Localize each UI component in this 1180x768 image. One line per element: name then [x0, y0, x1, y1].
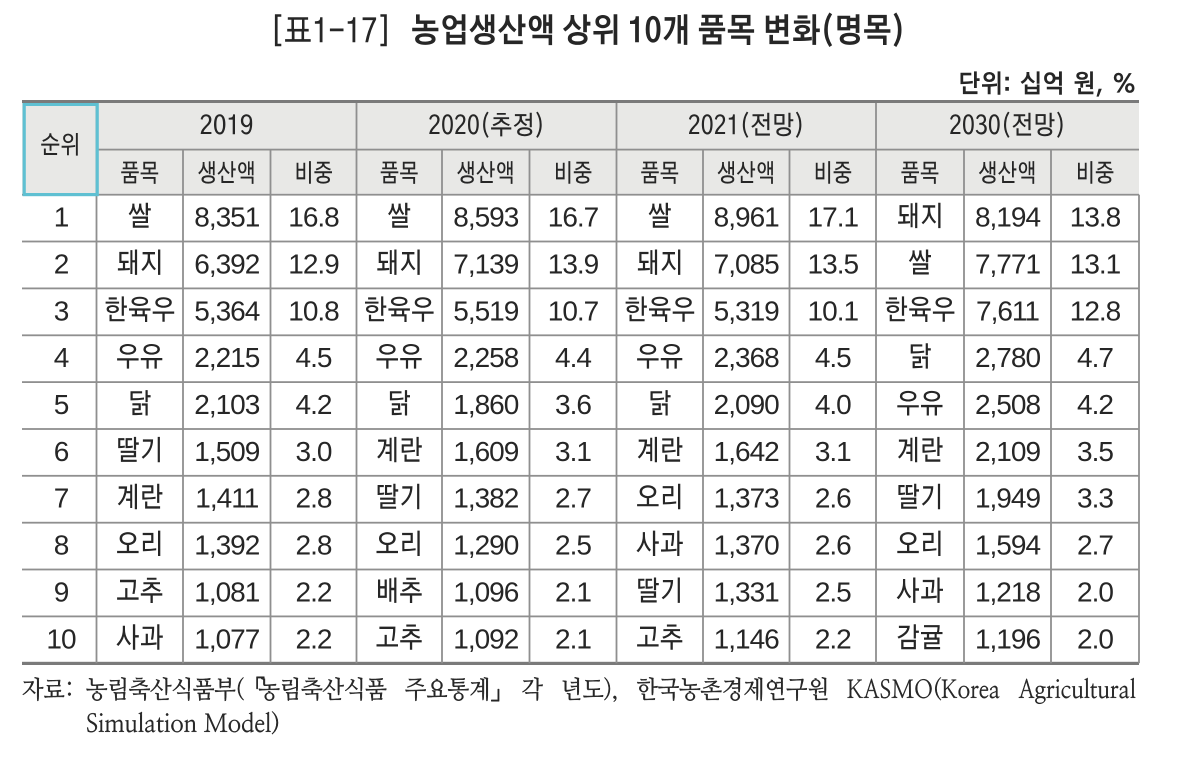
svg-text:3.0: 3.0	[296, 436, 332, 467]
svg-text:2,090: 2,090	[714, 389, 779, 420]
svg-text:10: 10	[46, 623, 76, 654]
svg-text:2,780: 2,780	[975, 342, 1040, 373]
svg-text:1,218: 1,218	[975, 576, 1040, 607]
svg-text:13.9: 13.9	[548, 249, 599, 280]
svg-text:4.7: 4.7	[1077, 342, 1113, 373]
svg-text:1,860: 1,860	[453, 389, 518, 420]
svg-text:10.7: 10.7	[548, 295, 599, 326]
svg-text:1,077: 1,077	[194, 623, 259, 654]
svg-text:2.1: 2.1	[555, 623, 591, 654]
svg-text:7,771: 7,771	[975, 249, 1040, 280]
svg-text:1,370: 1,370	[714, 530, 779, 561]
svg-text:1,146: 1,146	[714, 623, 779, 654]
svg-text:1,509: 1,509	[194, 436, 259, 467]
svg-text:1,949: 1,949	[975, 483, 1040, 514]
svg-text:1,411: 1,411	[195, 483, 258, 514]
svg-text:12.8: 12.8	[1070, 295, 1121, 326]
svg-text:3: 3	[54, 295, 69, 326]
svg-text:16.8: 16.8	[288, 202, 339, 233]
svg-text:3.6: 3.6	[555, 389, 591, 420]
svg-text:6: 6	[54, 436, 69, 467]
svg-text:2,109: 2,109	[975, 436, 1040, 467]
svg-text:2,508: 2,508	[975, 389, 1040, 420]
svg-text:8,351: 8,351	[194, 202, 259, 233]
svg-text:2.6: 2.6	[815, 483, 851, 514]
svg-text:2.5: 2.5	[815, 576, 851, 607]
svg-text:1,092: 1,092	[453, 623, 518, 654]
svg-text:3.3: 3.3	[1077, 483, 1113, 514]
svg-text:8,961: 8,961	[714, 202, 779, 233]
svg-text:1,331: 1,331	[714, 576, 779, 607]
svg-text:1,642: 1,642	[714, 436, 779, 467]
svg-text:1,373: 1,373	[714, 483, 779, 514]
svg-text:5,519: 5,519	[453, 295, 518, 326]
svg-text:1,290: 1,290	[453, 530, 518, 561]
svg-text:4.4: 4.4	[555, 342, 591, 373]
svg-text:10.1: 10.1	[808, 295, 859, 326]
svg-text:9: 9	[54, 576, 69, 607]
svg-text:3.1: 3.1	[555, 436, 591, 467]
svg-text:4.2: 4.2	[296, 389, 332, 420]
svg-text:2.2: 2.2	[296, 576, 332, 607]
svg-text:7,139: 7,139	[453, 249, 518, 280]
svg-text:8,593: 8,593	[453, 202, 518, 233]
svg-text:13.1: 13.1	[1070, 249, 1121, 280]
svg-text:2,215: 2,215	[194, 342, 259, 373]
svg-text:2: 2	[54, 249, 69, 280]
svg-text:1,392: 1,392	[194, 530, 259, 561]
svg-text:4.2: 4.2	[1077, 389, 1113, 420]
svg-text:3.1: 3.1	[815, 436, 851, 467]
svg-text:1,594: 1,594	[975, 530, 1040, 561]
svg-text:10.8: 10.8	[288, 295, 339, 326]
svg-text:7,085: 7,085	[714, 249, 779, 280]
svg-text:1,096: 1,096	[453, 576, 518, 607]
svg-text:4: 4	[54, 342, 69, 373]
svg-text:2.8: 2.8	[296, 483, 332, 514]
svg-text:6,392: 6,392	[194, 249, 259, 280]
svg-text:13.8: 13.8	[1070, 202, 1121, 233]
svg-text:2,103: 2,103	[194, 389, 259, 420]
svg-text:1,382: 1,382	[453, 483, 518, 514]
svg-text:1,081: 1,081	[194, 576, 259, 607]
svg-text:4.0: 4.0	[815, 389, 851, 420]
svg-text:2.7: 2.7	[1077, 530, 1113, 561]
svg-text:4.5: 4.5	[296, 342, 332, 373]
svg-text:16.7: 16.7	[548, 202, 599, 233]
svg-text:5,364: 5,364	[194, 295, 259, 326]
svg-text:5: 5	[54, 389, 69, 420]
svg-text:2.2: 2.2	[296, 623, 332, 654]
svg-text:1: 1	[54, 202, 69, 233]
svg-text:2,368: 2,368	[714, 342, 779, 373]
svg-text:17.1: 17.1	[808, 202, 859, 233]
svg-text:13.5: 13.5	[808, 249, 859, 280]
svg-text:2.1: 2.1	[555, 576, 591, 607]
svg-text:7: 7	[54, 483, 69, 514]
svg-text:2.0: 2.0	[1077, 623, 1113, 654]
svg-text:2.8: 2.8	[296, 530, 332, 561]
svg-text:7,611: 7,611	[976, 295, 1039, 326]
svg-text:3.5: 3.5	[1077, 436, 1113, 467]
svg-text:8: 8	[54, 530, 69, 561]
svg-text:2.5: 2.5	[555, 530, 591, 561]
svg-text:12.9: 12.9	[288, 249, 339, 280]
svg-text:2.0: 2.0	[1077, 576, 1113, 607]
svg-text:1,196: 1,196	[975, 623, 1040, 654]
svg-text:5,319: 5,319	[714, 295, 779, 326]
svg-text:2.7: 2.7	[555, 483, 591, 514]
svg-text:4.5: 4.5	[815, 342, 851, 373]
svg-text:8,194: 8,194	[975, 202, 1040, 233]
svg-text:2.6: 2.6	[815, 530, 851, 561]
svg-text:2.2: 2.2	[815, 623, 851, 654]
svg-text:2,258: 2,258	[453, 342, 518, 373]
svg-text:1,609: 1,609	[453, 436, 518, 467]
